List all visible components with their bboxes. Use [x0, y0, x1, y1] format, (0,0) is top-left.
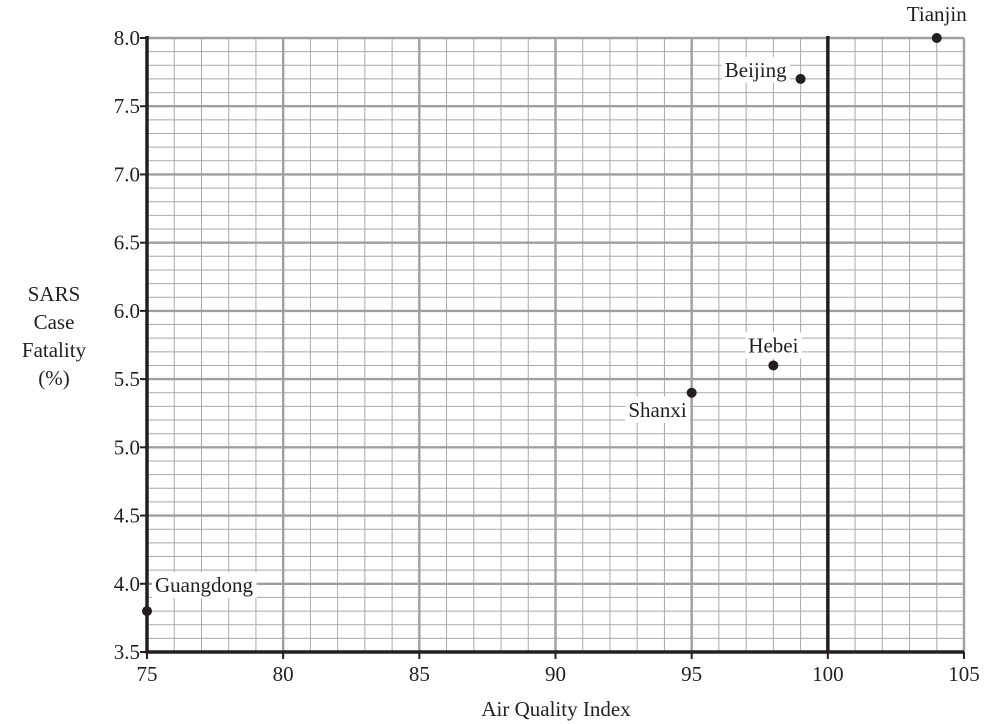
y-axis-title-line: (%) — [38, 366, 69, 390]
y-tick-label: 7.0 — [114, 162, 140, 186]
major-grid — [145, 36, 966, 654]
point-group: Guangdong — [142, 572, 257, 617]
data-point — [795, 73, 806, 84]
tick-labels: 75 80 85 90 95 100 105 3.5 4.0 4.5 5.0 5.5 6.0 6.5 7.0… — [114, 26, 980, 686]
y-axis-title-line: SARS — [28, 282, 81, 306]
x-axis-title: Air Quality Index — [481, 697, 631, 721]
x-tick-label: 95 — [681, 662, 702, 686]
point-group: Shanxi — [625, 387, 697, 423]
point-label-background — [745, 332, 802, 359]
point-label-background — [903, 1, 971, 27]
x-tick-label: 90 — [545, 662, 566, 686]
axes — [140, 36, 965, 659]
x-tick-label: 85 — [409, 662, 430, 686]
y-tick-label: 5.0 — [114, 435, 140, 459]
y-tick-label: 7.5 — [114, 94, 140, 118]
x-tick-label: 75 — [137, 662, 158, 686]
point-label: Guangdong — [155, 573, 253, 597]
y-tick-label: 5.5 — [114, 367, 140, 391]
y-tick-label: 8.0 — [114, 26, 140, 50]
y-tick-label: 6.5 — [114, 231, 140, 255]
x-tick-label: 100 — [812, 662, 844, 686]
data-point — [768, 360, 779, 371]
point-label: Hebei — [748, 333, 798, 357]
y-tick-label: 3.5 — [114, 640, 140, 664]
point-label: Tianjin — [907, 2, 967, 26]
point-group: Tianjin — [903, 1, 971, 43]
data-points: Tianjin Beijing Hebei Shanxi Guangdong — [142, 1, 971, 617]
point-label-background — [152, 572, 257, 599]
point-group: Beijing — [721, 56, 806, 84]
y-axis-title-line: Case — [34, 310, 75, 334]
data-point — [142, 606, 152, 617]
point-group: Hebei — [745, 332, 802, 371]
y-tick-label: 4.5 — [114, 504, 140, 528]
point-label: Beijing — [725, 58, 787, 82]
x-tick-label: 105 — [948, 662, 980, 686]
y-axis-title-line: Fatality — [22, 338, 87, 362]
data-point — [931, 33, 942, 43]
point-label-background — [625, 396, 690, 423]
x-tick-label: 80 — [273, 662, 294, 686]
point-label: Shanxi — [628, 398, 687, 422]
y-tick-label: 6.0 — [114, 299, 140, 323]
data-point — [686, 387, 697, 398]
y-axis-title: SARS Case Fatality (%) — [22, 282, 87, 390]
y-tick-label: 4.0 — [114, 572, 140, 596]
point-label-background — [721, 56, 791, 83]
